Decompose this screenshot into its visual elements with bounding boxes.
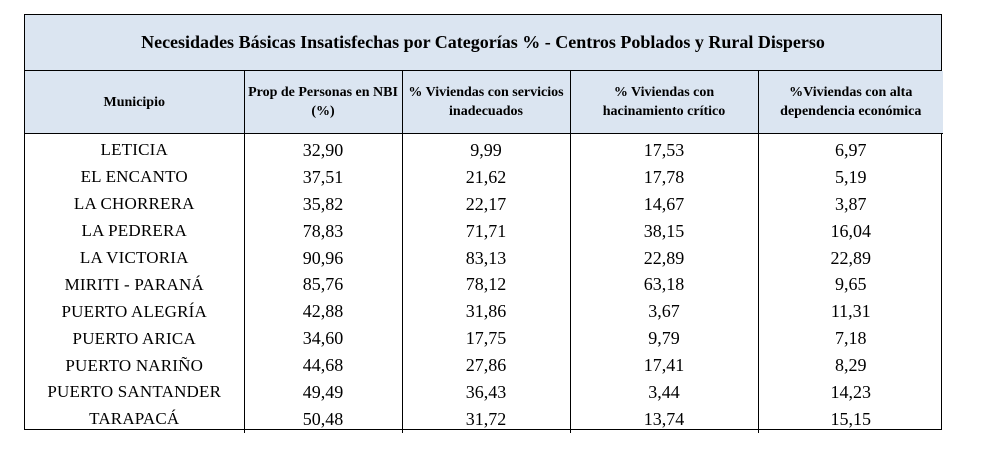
cell-prop-personas-nbi: 37,51 <box>244 163 403 191</box>
cell-dependencia-economica: 8,29 <box>835 355 867 376</box>
cell-prop-personas-nbi: 32,90 <box>244 133 403 164</box>
cell-municipio: PUERTO ARICA <box>25 325 245 353</box>
cell-servicios-inadecuados: 9,99 <box>402 133 571 164</box>
table-row: LETICIA 32,90 9,99 17,53 6,97 <box>25 133 943 164</box>
cell-servicios-inadecuados: 21,62 <box>402 163 571 191</box>
cell-servicios-inadecuados: 71,71 <box>402 217 571 245</box>
cell-prop-personas-nbi: 35,82 <box>244 190 403 218</box>
cell-servicios-inadecuados: 31,86 <box>402 298 571 326</box>
cell-municipio: LETICIA <box>25 133 245 164</box>
cell-municipio: TARAPACÁ <box>25 405 245 433</box>
header-row: Municipio Prop de Personas en NBI (%) % … <box>25 71 943 134</box>
cell-servicios-inadecuados: 22,17 <box>402 190 571 218</box>
cell-municipio: PUERTO SANTANDER <box>25 379 245 406</box>
header-hacinamiento-critico: % Viviendas con hacinamiento crítico <box>570 71 759 134</box>
table-row: LA PEDRERA 78,83 71,71 38,15 16,04 <box>25 217 943 245</box>
table-row: LA CHORRERA 35,82 22,17 14,67 3,87 <box>25 190 943 218</box>
cell-hacinamiento-critico: 38,15 <box>570 217 759 245</box>
cell-dependencia-economica: 7,18 <box>835 328 867 349</box>
cell-hacinamiento-critico: 22,89 <box>570 244 759 272</box>
table-row: EL ENCANTO 37,51 21,62 17,78 5,19 <box>25 163 943 191</box>
cell-municipio: LA CHORRERA <box>25 190 245 218</box>
cell-servicios-inadecuados: 31,72 <box>402 405 571 433</box>
cell-dependencia-economica: 16,04 <box>830 220 872 241</box>
cell-municipio: LA VICTORIA <box>25 244 245 272</box>
cell-dependencia-economica: 14,23 <box>830 381 872 402</box>
cell-servicios-inadecuados: 36,43 <box>402 379 571 406</box>
cell-hacinamiento-critico: 3,67 <box>570 298 759 326</box>
cell-prop-personas-nbi: 49,49 <box>244 379 403 406</box>
cell-hacinamiento-critico: 17,41 <box>570 352 759 380</box>
cell-servicios-inadecuados: 78,12 <box>402 271 571 299</box>
cell-municipio: EL ENCANTO <box>25 163 245 191</box>
table-row: PUERTO ALEGRÍA 42,88 31,86 3,67 11,31 <box>25 298 943 326</box>
header-dependencia-economica: %Viviendas con alta dependencia económic… <box>758 71 943 134</box>
cell-dependencia-economica: 11,31 <box>830 301 871 322</box>
cell-hacinamiento-critico: 17,53 <box>570 133 759 164</box>
cell-dependencia-economica: 5,19 <box>835 166 867 187</box>
table-row: PUERTO ARICA 34,60 17,75 9,79 7,18 <box>25 325 943 353</box>
header-servicios-inadecuados: % Viviendas con servicios inadecuados <box>402 71 571 134</box>
cell-prop-personas-nbi: 90,96 <box>244 244 403 272</box>
cell-servicios-inadecuados: 27,86 <box>402 352 571 380</box>
cell-dependencia-economica: 3,87 <box>835 193 867 214</box>
table-row: PUERTO SANTANDER 49,49 36,43 3,44 14,23 <box>25 379 943 406</box>
cell-hacinamiento-critico: 14,67 <box>570 190 759 218</box>
cell-dependencia-economica: 15,15 <box>830 408 872 429</box>
cell-municipio: PUERTO NARIÑO <box>25 352 245 380</box>
cell-prop-personas-nbi: 50,48 <box>244 405 403 433</box>
cell-prop-personas-nbi: 34,60 <box>244 325 403 353</box>
cell-dependencia-economica: 22,89 <box>830 247 872 268</box>
cell-hacinamiento-critico: 17,78 <box>570 163 759 191</box>
cell-hacinamiento-critico: 63,18 <box>570 271 759 299</box>
cell-municipio: LA PEDRERA <box>25 217 245 245</box>
cell-hacinamiento-critico: 3,44 <box>570 379 759 406</box>
cell-servicios-inadecuados: 17,75 <box>402 325 571 353</box>
cell-dependencia-economica: 6,97 <box>835 139 867 160</box>
header-municipio: Municipio <box>25 71 245 134</box>
cell-prop-personas-nbi: 78,83 <box>244 217 403 245</box>
cell-prop-personas-nbi: 85,76 <box>244 271 403 299</box>
table-row: MIRITI - PARANÁ 85,76 78,12 63,18 9,65 <box>25 271 943 299</box>
table-title: Necesidades Básicas Insatisfechas por Ca… <box>25 15 941 71</box>
table-row: TARAPACÁ 50,48 31,72 13,74 15,15 <box>25 405 943 433</box>
table-row: PUERTO NARIÑO 44,68 27,86 17,41 8,29 <box>25 352 943 380</box>
cell-prop-personas-nbi: 42,88 <box>244 298 403 326</box>
nbi-table: Municipio Prop de Personas en NBI (%) % … <box>25 71 943 433</box>
cell-municipio: MIRITI - PARANÁ <box>25 271 245 299</box>
cell-dependencia-economica: 9,65 <box>835 274 867 295</box>
nbi-table-container: Necesidades Básicas Insatisfechas por Ca… <box>24 14 943 433</box>
table-row: LA VICTORIA 90,96 83,13 22,89 22,89 <box>25 244 943 272</box>
cell-servicios-inadecuados: 83,13 <box>402 244 571 272</box>
cell-hacinamiento-critico: 9,79 <box>570 325 759 353</box>
cell-prop-personas-nbi: 44,68 <box>244 352 403 380</box>
cell-municipio: PUERTO ALEGRÍA <box>25 298 245 326</box>
cell-hacinamiento-critico: 13,74 <box>570 405 759 433</box>
header-prop-personas-nbi: Prop de Personas en NBI (%) <box>244 71 403 134</box>
table-body: LETICIA 32,90 9,99 17,53 6,97 EL ENCANTO 37,51… <box>25 133 943 433</box>
